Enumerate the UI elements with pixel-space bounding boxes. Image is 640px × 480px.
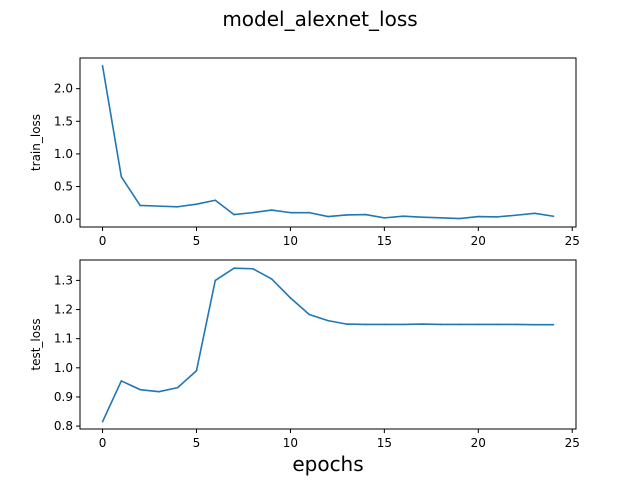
y-tick-label: 1.2: [54, 303, 73, 317]
y-tick-label: 2.0: [54, 82, 73, 96]
data-point: [139, 204, 141, 207]
x-axis-label: epochs: [292, 452, 363, 476]
data-point: [270, 278, 273, 280]
data-point: [233, 213, 235, 216]
data-point: [233, 267, 235, 269]
data-point: [515, 323, 517, 326]
data-point: [214, 279, 217, 282]
data-point: [421, 216, 423, 219]
x-tick-label: 5: [193, 436, 201, 450]
x-tick-label: 0: [99, 234, 107, 248]
data-point: [439, 323, 442, 326]
data-point: [308, 313, 311, 316]
axes-frame: [79, 57, 577, 228]
data-point: [364, 213, 367, 216]
x-tick-label: 10: [283, 234, 298, 248]
data-point: [402, 215, 404, 218]
data-point: [176, 205, 179, 208]
x-tick-label: 25: [565, 234, 580, 248]
data-point: [402, 323, 404, 326]
y-tick-label: 0.5: [54, 180, 73, 194]
data-point: [120, 380, 123, 382]
data-point: [139, 388, 141, 391]
data-point: [477, 323, 480, 326]
x-tick-label: 15: [377, 436, 392, 450]
y-tick-label: 1.0: [54, 147, 73, 161]
data-point: [195, 203, 198, 205]
test-loss-subplot: 0 5 10 15 20 25 0.8 0.9 1.0 1.1 1.2 1.3 test_loss: [29, 259, 580, 450]
data-point: [327, 319, 329, 322]
data-point: [552, 215, 555, 218]
x-tick-label: 25: [565, 436, 580, 450]
train-loss-subplot: 0 5 10 15 20 25 0.0 0.5 1.0 1.5 2.0 train_loss: [29, 57, 580, 248]
x-tick-label: 5: [193, 234, 201, 248]
data-point: [195, 369, 198, 372]
data-point: [477, 215, 480, 218]
y-tick-label: 1.1: [54, 332, 73, 346]
y-tick-label: 0.9: [54, 390, 73, 404]
x-tick-label: 20: [471, 436, 486, 450]
x-tick-label: 10: [283, 436, 298, 450]
data-point: [364, 323, 367, 326]
x-tick-label: 15: [377, 234, 392, 248]
x-tick-label: 0: [99, 436, 107, 450]
series-line: [101, 267, 554, 423]
data-point: [439, 217, 442, 219]
series-line: [101, 65, 554, 220]
data-point: [515, 214, 517, 217]
data-point: [158, 205, 160, 207]
y-tick-label: 0.0: [54, 212, 73, 226]
data-point: [552, 323, 555, 326]
data-point: [101, 420, 104, 423]
data-point: [270, 209, 273, 211]
data-point: [158, 390, 160, 393]
data-point: [308, 211, 311, 214]
y-tick-label: 1.0: [54, 361, 73, 375]
figure-title: model_alexnet_loss: [222, 7, 417, 31]
data-point: [289, 297, 292, 299]
axes-frame: [79, 259, 577, 430]
x-tick-label: 20: [471, 234, 486, 248]
data-point: [421, 323, 423, 325]
data-point: [252, 267, 254, 270]
data-point: [252, 211, 254, 214]
y-axis-label: train_loss: [29, 114, 43, 171]
data-point: [176, 386, 179, 389]
data-point: [383, 217, 386, 219]
y-axis-label: test_loss: [29, 318, 43, 370]
data-point: [289, 211, 292, 214]
data-point: [496, 216, 498, 218]
data-point: [533, 323, 536, 326]
data-point: [496, 323, 498, 326]
data-point: [345, 323, 348, 325]
data-point: [120, 175, 123, 178]
y-tick-label: 1.5: [54, 114, 73, 128]
data-point: [533, 212, 536, 215]
data-point: [458, 217, 461, 220]
data-point: [345, 214, 348, 216]
data-point: [101, 65, 104, 67]
data-point: [383, 323, 386, 326]
data-point: [214, 199, 217, 202]
y-tick-label: 0.8: [54, 419, 73, 433]
y-tick-label: 1.3: [54, 273, 73, 287]
data-point: [327, 215, 329, 218]
data-point: [458, 323, 461, 326]
